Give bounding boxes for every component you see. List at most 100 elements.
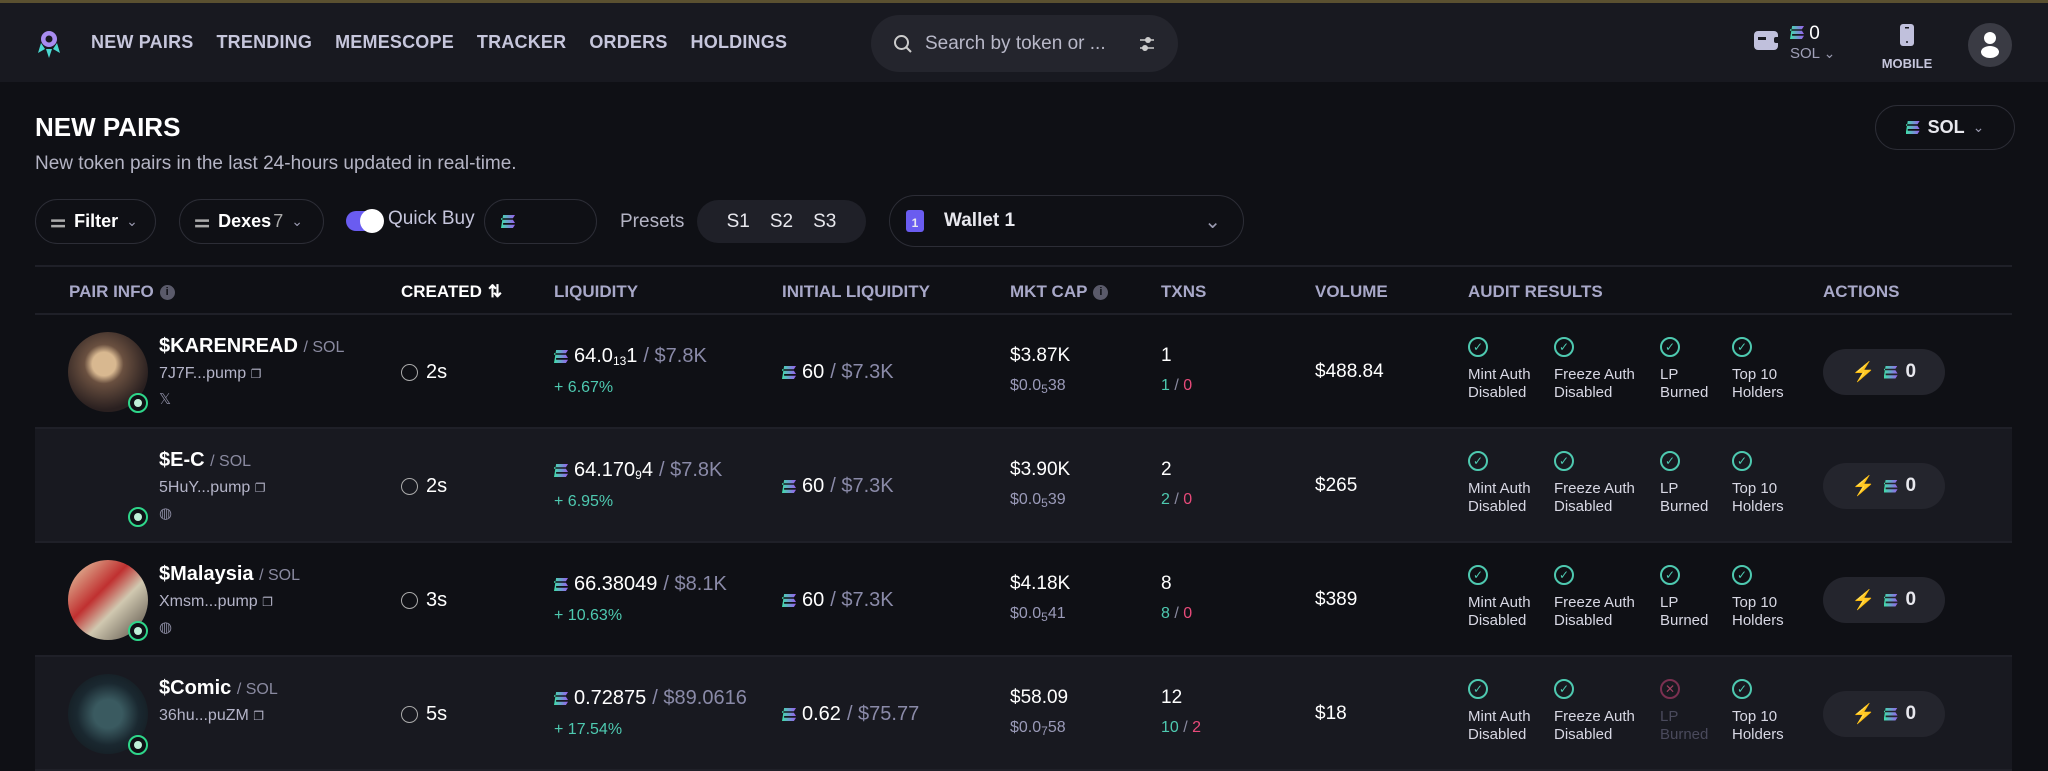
main-nav: NEW PAIRS TRENDING MEMESCOPE TRACKER ORD…	[91, 32, 787, 53]
chain-selector[interactable]: SOL ⌄	[1875, 105, 2015, 150]
sol-icon	[554, 578, 568, 591]
filter-button[interactable]: ⚌ Filter ⌄	[35, 199, 156, 244]
col-mkt-cap: MKT CAP i	[1010, 282, 1109, 302]
market-cap: $4.18K	[1010, 573, 1071, 594]
table-row[interactable]: $Malaysia / SOL Xmsm...pump ❐ ◍ 3s 66.38…	[35, 543, 2012, 657]
txn-count: 1	[1161, 345, 1172, 366]
wallet-selector[interactable]: 1 Wallet 1 ⌄	[889, 195, 1244, 247]
audit-results: ✓ Mint Auth Disabled ✓ Freeze Auth Disabled ✓ L…	[1468, 565, 1812, 630]
col-liquidity: LIQUIDITY	[554, 282, 638, 302]
sol-icon	[782, 594, 796, 607]
copy-icon[interactable]: ❐	[250, 367, 262, 381]
token-name[interactable]: $E-C / SOL	[159, 449, 251, 472]
social-link-icon[interactable]: 𝕏	[159, 391, 172, 408]
lightning-icon: ⚡	[1851, 704, 1876, 725]
nav-orders[interactable]: ORDERS	[589, 32, 668, 52]
sliders-icon[interactable]	[1138, 34, 1156, 54]
audit-label-1: Mint Auth	[1468, 594, 1531, 611]
check-circle-icon: ✓	[1732, 337, 1752, 357]
token-symbol: $Malaysia	[159, 563, 254, 585]
token-address[interactable]: 7J7F...pump ❐	[159, 365, 261, 383]
initial-liquidity-sol: 60	[802, 589, 825, 611]
preset-s1[interactable]: S1	[726, 210, 750, 232]
quick-buy-button[interactable]: ⚡ 0	[1823, 463, 1945, 509]
initial-liquidity-usd: / $7.3K	[830, 475, 894, 497]
audit-item: ✓ Freeze Auth Disabled	[1554, 337, 1660, 402]
rocket-logo-icon[interactable]	[36, 29, 62, 59]
preset-s2[interactable]: S2	[769, 210, 794, 232]
nav-trending[interactable]: TRENDING	[216, 32, 313, 52]
wallet-label: Wallet 1	[944, 210, 1016, 231]
social-link-icon[interactable]: ◍	[159, 619, 173, 636]
nav-holdings[interactable]: HOLDINGS	[690, 32, 788, 52]
audit-item: ✓ LP Burned	[1660, 337, 1732, 402]
audit-label-1: LP	[1660, 480, 1679, 497]
chevron-down-icon: ⌄	[1972, 119, 1985, 135]
token-address[interactable]: Xmsm...pump ❐	[159, 593, 273, 611]
search-input[interactable]: Search by token or ...	[871, 15, 1178, 72]
audit-label-2: Disabled	[1468, 726, 1527, 743]
token-name[interactable]: $Comic / SOL	[159, 677, 278, 700]
buy-amount: 0	[1905, 589, 1917, 610]
wallet-balance-button[interactable]: 0 SOL ⌄	[1752, 23, 1835, 62]
quick-buy-toggle[interactable]	[346, 209, 384, 233]
audit-label-1: Freeze Auth	[1554, 366, 1635, 383]
created-age: 5s	[401, 703, 447, 726]
token-address[interactable]: 36hu...puZM ❐	[159, 707, 264, 725]
audit-results: ✓ Mint Auth Disabled ✓ Freeze Auth Disabled ✕ L…	[1468, 679, 1812, 744]
audit-item: ✓ Top 10 Holders	[1732, 565, 1812, 630]
audit-label-1: Freeze Auth	[1554, 480, 1635, 497]
info-icon[interactable]: i	[1093, 284, 1109, 300]
nav-new-pairs[interactable]: NEW PAIRS	[91, 32, 194, 52]
social-link-icon[interactable]: ◍	[159, 505, 173, 522]
txn-count: 12	[1161, 687, 1183, 708]
liquidity: 0.72875/ $89.0616	[554, 687, 747, 710]
sort-icon[interactable]: ⇅	[487, 282, 503, 301]
audit-item: ✓ Top 10 Holders	[1732, 451, 1812, 516]
quick-buy-button[interactable]: ⚡ 0	[1823, 691, 1945, 737]
copy-icon[interactable]: ❐	[262, 595, 273, 609]
header-label: AUDIT RESULTS	[1468, 282, 1603, 301]
audit-label-2: Burned	[1660, 384, 1709, 401]
check-circle-icon: ✓	[1468, 565, 1488, 585]
sol-icon	[554, 464, 568, 477]
liquidity-usd: / $7.8K	[658, 459, 723, 481]
table-row[interactable]: $Comic / SOL 36hu...puZM ❐ 5s 0.72875/ $…	[35, 657, 2012, 771]
chevron-down-icon: ⌄	[126, 213, 138, 229]
table-row[interactable]: $E-C / SOL 5HuY...pump ❐ ◍ 2s 64.17094/ …	[35, 429, 2012, 543]
audit-label-1: LP	[1660, 366, 1679, 383]
dexes-button[interactable]: ⚌ Dexes 7 ⌄	[179, 199, 324, 244]
token-address[interactable]: 5HuY...pump ❐	[159, 479, 266, 497]
table-row[interactable]: $KARENREAD / SOL 7J7F...pump ❐ 𝕏 2s 64.0…	[35, 315, 2012, 429]
audit-label-2: Holders	[1732, 726, 1784, 743]
token-name[interactable]: $KARENREAD / SOL	[159, 335, 344, 358]
wallet-balance: 0	[1809, 23, 1820, 44]
liquidity-change: + 6.67%	[554, 379, 614, 396]
mobile-button[interactable]: MOBILE	[1877, 23, 1937, 71]
check-circle-icon: ✓	[1554, 451, 1574, 471]
audit-label-2: Disabled	[1468, 612, 1527, 629]
user-avatar[interactable]	[1968, 23, 2012, 67]
audit-label-2: Holders	[1732, 612, 1784, 629]
quick-buy-amount-input[interactable]	[484, 199, 597, 244]
sol-icon	[501, 215, 515, 228]
col-created[interactable]: CREATED ⇅	[401, 282, 502, 302]
address-text: 7J7F...pump	[159, 365, 247, 382]
initial-liquidity-sol: 60	[802, 475, 825, 497]
copy-icon[interactable]: ❐	[254, 481, 266, 495]
preset-group: S1 S2 S3	[697, 200, 866, 243]
market-cap: $3.90K	[1010, 459, 1071, 480]
sliders-icon: ⚌	[194, 211, 211, 231]
nav-tracker[interactable]: TRACKER	[476, 32, 567, 52]
quick-buy-button[interactable]: ⚡ 0	[1823, 577, 1945, 623]
header-label: MKT CAP	[1010, 282, 1088, 301]
copy-icon[interactable]: ❐	[253, 709, 265, 723]
nav-memescope[interactable]: MEMESCOPE	[335, 32, 454, 52]
lightning-icon: ⚡	[1851, 476, 1876, 497]
x-circle-icon: ✕	[1660, 679, 1680, 699]
chain-label: SOL	[1927, 117, 1965, 137]
quick-buy-button[interactable]: ⚡ 0	[1823, 349, 1945, 395]
token-name[interactable]: $Malaysia / SOL	[159, 563, 300, 586]
info-icon[interactable]: i	[159, 284, 175, 300]
preset-s3[interactable]: S3	[813, 210, 837, 232]
